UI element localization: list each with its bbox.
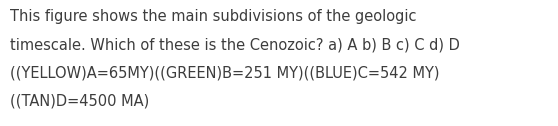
Text: This figure shows the main subdivisions of the geologic: This figure shows the main subdivisions … (10, 9, 416, 24)
Text: timescale. Which of these is the Cenozoic? a) A b) B c) C d) D: timescale. Which of these is the Cenozoi… (10, 37, 460, 52)
Text: ((YELLOW)A=65MY)((GREEN)B=251 MY)((BLUE)C=542 MY): ((YELLOW)A=65MY)((GREEN)B=251 MY)((BLUE)… (10, 66, 440, 81)
Text: ((TAN)D=4500 MA): ((TAN)D=4500 MA) (10, 94, 150, 109)
